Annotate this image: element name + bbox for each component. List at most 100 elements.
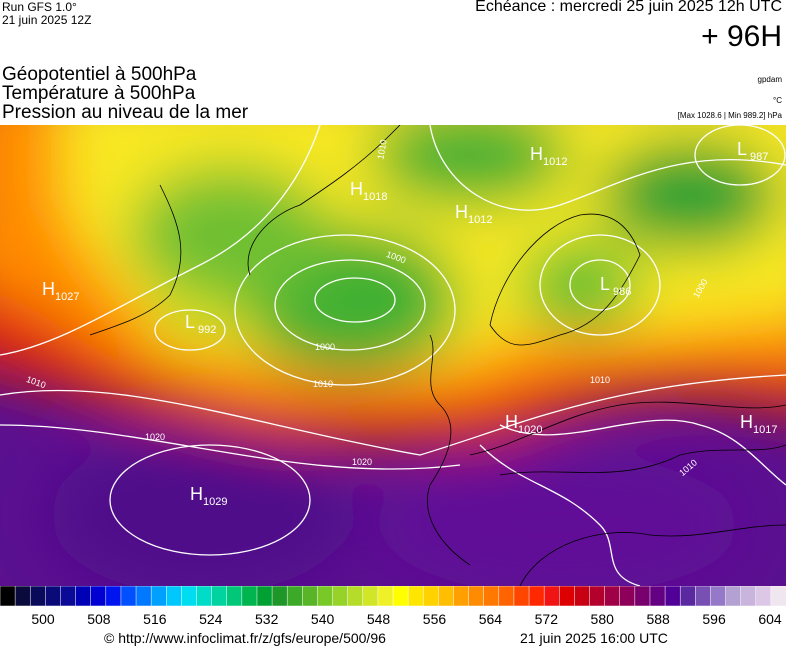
center-kind: H — [350, 179, 363, 199]
color-swatch — [377, 586, 394, 607]
color-swatch — [634, 586, 651, 607]
color-swatch — [422, 586, 439, 607]
colorbar-label: 556 — [423, 611, 447, 627]
color-swatch — [60, 586, 77, 607]
color-swatch — [150, 586, 167, 607]
color-swatch — [317, 586, 334, 607]
colorbar-label: 588 — [646, 611, 670, 627]
color-swatch — [271, 586, 288, 607]
colorbar-label: 596 — [702, 611, 726, 627]
color-swatch — [166, 586, 182, 607]
colorbar-label: 500 — [31, 611, 55, 627]
field: Géopotentiel à 500hPa — [2, 64, 197, 85]
color-swatch — [347, 586, 364, 607]
color-swatch — [211, 586, 228, 607]
coastlines — [89, 125, 786, 586]
colorbar: 500 508 516 524 532 540 548 556 564 572 580 588 596 6… — [0, 586, 786, 627]
color-swatch — [559, 586, 575, 607]
color-swatch — [196, 586, 213, 607]
color-swatch — [0, 586, 16, 607]
field: Pression au niveau de la mer — [2, 102, 249, 123]
color-swatch — [619, 586, 636, 607]
center-kind: H — [740, 412, 753, 432]
color-swatch — [14, 586, 31, 607]
color-swatch — [604, 586, 621, 607]
color-swatch — [241, 586, 258, 607]
color-swatch — [29, 586, 46, 607]
colorbar-label: 564 — [479, 611, 503, 627]
isobar-label: 1010 — [313, 379, 333, 389]
color-swatch — [332, 586, 349, 607]
color-swatch — [302, 586, 318, 607]
center-pressure: 1017 — [753, 424, 777, 436]
isobar-label: 1020 — [145, 432, 165, 442]
color-swatch — [256, 586, 273, 607]
center-kind: H — [505, 412, 518, 432]
color-swatch — [392, 586, 409, 607]
color-swatch — [695, 586, 711, 607]
unit: gpdam — [757, 75, 782, 84]
issue-date: 21 juin 2025 16:00 UTC — [520, 630, 668, 646]
lead-time: + 96H — [701, 20, 782, 53]
center-kind: L — [185, 312, 195, 332]
color-swatch — [770, 586, 786, 607]
center-pressure: 986 — [613, 286, 631, 298]
center-pressure: 987 — [750, 151, 768, 163]
color-swatch — [453, 586, 470, 607]
center-kind: H — [530, 144, 543, 164]
color-swatch — [407, 586, 424, 607]
colorbar-label: 532 — [255, 611, 279, 627]
color-swatch — [664, 586, 681, 607]
isobar-label: 1010 — [375, 139, 388, 160]
center-kind: H — [190, 484, 203, 504]
center-kind: L — [737, 139, 747, 159]
color-swatch — [438, 586, 455, 607]
colorbar-label: 548 — [367, 611, 391, 627]
color-swatch — [226, 586, 243, 607]
color-swatch — [513, 586, 530, 607]
color-swatch — [543, 586, 560, 607]
color-swatch — [710, 586, 727, 607]
color-swatch — [498, 586, 515, 607]
field: Température à 500hPa — [2, 83, 196, 104]
color-swatch — [75, 586, 92, 607]
colorbar-label: 508 — [87, 611, 111, 627]
center-pressure: 1018 — [363, 191, 387, 203]
center-kind: H — [455, 202, 468, 222]
color-swatch — [45, 586, 62, 607]
isobar-label: 1000 — [315, 342, 335, 352]
color-swatch — [740, 586, 757, 607]
unit: °C — [773, 96, 782, 105]
color-swatch — [649, 586, 666, 607]
color-swatch — [483, 586, 500, 607]
valid-time: Echéance : mercredi 25 juin 2025 12h UTC — [475, 0, 782, 15]
isobars — [0, 125, 786, 586]
color-swatch — [90, 586, 107, 607]
center-pressure: 1029 — [203, 496, 227, 508]
color-swatch — [120, 586, 137, 607]
color-swatch — [755, 586, 772, 607]
source-url: © http://www.infoclimat.fr/z/gfs/europe/… — [104, 630, 386, 646]
color-swatch — [286, 586, 303, 607]
unit: [Max 1028.6 | Min 989.2] hPa — [677, 111, 782, 120]
center-pressure: 1020 — [518, 424, 542, 436]
field-colors — [0, 125, 786, 586]
colorbar-label: 524 — [199, 611, 223, 627]
center-pressure: 992 — [198, 324, 216, 336]
colorbar-label: 604 — [758, 611, 782, 627]
init: 21 juin 2025 12Z — [2, 13, 92, 27]
color-swatch — [135, 586, 152, 607]
center-pressure: 1027 — [55, 291, 79, 303]
color-swatch — [181, 586, 198, 607]
color-swatch — [574, 586, 591, 607]
colorbar-label: 540 — [311, 611, 335, 627]
color-swatch — [725, 586, 742, 607]
color-swatch — [679, 586, 696, 607]
colorbar-label: 516 — [143, 611, 167, 627]
color-swatch — [528, 586, 545, 607]
center-pressure: 1012 — [543, 156, 567, 168]
colorbar-label: 580 — [591, 611, 615, 627]
color-swatch — [362, 586, 379, 607]
